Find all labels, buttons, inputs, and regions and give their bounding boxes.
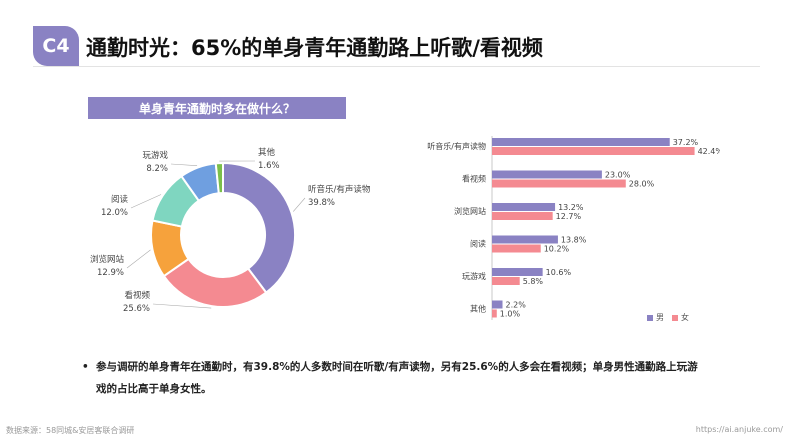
donut-slice bbox=[214, 161, 224, 195]
slice-category-label: 其他 bbox=[258, 147, 276, 158]
bar-male bbox=[492, 300, 503, 309]
legend-item-male: 男 bbox=[647, 312, 664, 323]
summary-text: 参与调研的单身青年在通勤时，有39.8%的人多数时间在听歌/有声读物，另有25.… bbox=[96, 361, 698, 395]
title-divider bbox=[33, 66, 760, 67]
slice-leader-line bbox=[130, 194, 162, 209]
slice-category-label: 看视频 bbox=[124, 290, 150, 301]
category-tick-label: 玩游戏 bbox=[462, 271, 486, 281]
slice-category-label: 浏览网站 bbox=[90, 254, 125, 265]
section-badge: C4 bbox=[33, 26, 79, 66]
bar-chart: 听音乐/有声读物 37.2%42.4% 看视频 23.0%28.0% 浏览网站 13.2%… bbox=[427, 136, 720, 320]
bar-male bbox=[492, 170, 602, 179]
bar-value-label: 23.0% bbox=[605, 171, 631, 180]
slice-value-label: 39.8% bbox=[308, 198, 335, 208]
category-tick-label: 听音乐/有声读物 bbox=[427, 141, 486, 151]
legend-label-female: 女 bbox=[681, 313, 689, 322]
legend-label-male: 男 bbox=[656, 313, 664, 322]
slice-value-label: 1.6% bbox=[258, 161, 280, 171]
bar-value-label: 13.8% bbox=[561, 236, 587, 245]
slice-value-label: 12.9% bbox=[97, 268, 124, 278]
category-tick-label: 阅读 bbox=[470, 239, 486, 249]
site-url[interactable]: https://ai.anjuke.com/ bbox=[695, 425, 783, 434]
bar-value-label: 42.4% bbox=[698, 147, 720, 156]
bar-female bbox=[492, 179, 626, 188]
bar-value-label: 13.2% bbox=[558, 203, 584, 212]
summary-note: • 参与调研的单身青年在通勤时，有39.8%的人多数时间在听歌/有声读物，另有2… bbox=[82, 356, 706, 400]
bar-female bbox=[492, 277, 520, 285]
bar-male bbox=[492, 138, 670, 146]
legend-item-female: 女 bbox=[672, 312, 689, 323]
bar-female bbox=[492, 147, 695, 155]
chart-subtitle: 单身青年通勤时多在做什么？ bbox=[88, 97, 346, 119]
slice-category-label: 玩游戏 bbox=[142, 150, 168, 161]
slice-value-label: 25.6% bbox=[123, 304, 150, 314]
bar-female bbox=[492, 309, 497, 318]
slice-leader-line bbox=[170, 163, 198, 166]
bar-value-label: 10.6% bbox=[546, 268, 572, 277]
donut-slice bbox=[222, 161, 296, 295]
bar-value-label: 10.2% bbox=[544, 245, 570, 254]
donut-chart: 听音乐/有声读物 39.8% 看视频 25.6% 浏览网站 12.9% 阅读 12.0% 玩游戏… bbox=[90, 147, 371, 314]
bar-female bbox=[492, 212, 553, 220]
bar-male bbox=[492, 235, 558, 244]
category-tick-label: 浏览网站 bbox=[454, 206, 486, 216]
legend-swatch-male bbox=[647, 314, 653, 321]
category-tick-label: 看视频 bbox=[462, 174, 486, 184]
legend-swatch-female bbox=[672, 314, 678, 321]
bar-value-label: 5.8% bbox=[523, 277, 544, 286]
bar-value-label: 12.7% bbox=[556, 212, 582, 221]
bar-legend: 男 女 bbox=[647, 312, 689, 323]
bar-female bbox=[492, 244, 541, 253]
slice-value-label: 12.0% bbox=[101, 208, 128, 218]
bar-value-label: 37.2% bbox=[673, 138, 699, 147]
slice-category-label: 阅读 bbox=[111, 194, 129, 205]
bar-value-label: 1.0% bbox=[500, 310, 521, 319]
category-tick-label: 其他 bbox=[470, 304, 486, 314]
slice-leader-line bbox=[152, 303, 212, 309]
slice-category-label: 听音乐/有声读物 bbox=[308, 184, 371, 195]
bar-value-label: 2.2% bbox=[506, 301, 527, 310]
bullet-icon: • bbox=[82, 361, 89, 373]
slice-leader-line bbox=[292, 197, 306, 212]
slice-value-label: 8.2% bbox=[146, 164, 168, 174]
bar-male bbox=[492, 203, 556, 211]
slice-leader-line bbox=[126, 249, 151, 269]
bar-value-label: 28.0% bbox=[629, 180, 655, 189]
bar-male bbox=[492, 268, 543, 276]
data-source: 数据来源：58同城&安居客联合调研 bbox=[6, 426, 135, 435]
page-title: 通勤时光：65%的单身青年通勤路上听歌/看视频 bbox=[86, 36, 543, 60]
